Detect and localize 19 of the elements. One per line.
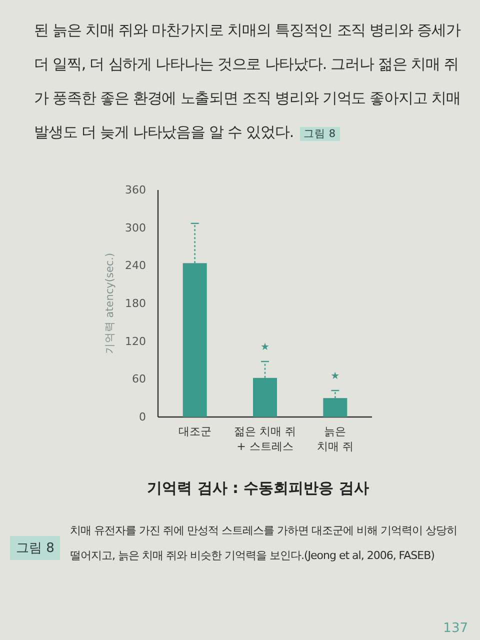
y-tick-label: 0 xyxy=(139,410,146,424)
caption: 치매 유전자를 가진 쥐에 만성적 스트레스를 가하면 대조군에 비해 기억력이 상당히 떨어지고, 늙은 치매 쥐와 비슷한 기억력을 보인다.(Jeong et al, 2006, FASEB) xyxy=(70,523,458,564)
y-tick-label: 240 xyxy=(125,259,146,272)
x-tick-label: 젊은 치매 쥐 + 스트레스 xyxy=(234,425,296,453)
caption-figure-tag: 그림 8 xyxy=(10,536,60,560)
significance-marker: ★ xyxy=(260,342,270,353)
y-tick-label: 120 xyxy=(125,334,146,348)
figure-tag: 그림 8 xyxy=(300,127,340,141)
y-tick-label: 60 xyxy=(132,372,146,386)
page-number: 137 xyxy=(443,621,468,636)
chart-title: 기억력 검사 : 수동회피반응 검사 xyxy=(147,479,369,497)
y-tick-label: 180 xyxy=(125,297,146,310)
body-text: 된 늙은 치매 쥐와 마찬가지로 치매의 특징적인 조직 병리와 증세가 더 일찍, 더 심하게 나타나는 것으로 나타났다. 그러나 젊은 치매 쥐가 풍족한 좋은 환경에 노출되면 조직 병리와 기억도 좋아지고 치매 발생도 더 늦게 나타났음을 알 수 있었다. 그림 8 xyxy=(34,20,462,143)
x-tick-label: 늙은 치매 쥐 xyxy=(316,425,354,453)
y-tick-label: 300 xyxy=(125,221,146,234)
x-tick-label: 대조군 xyxy=(178,425,212,438)
y-axis-title: 기억력 atency(sec.) xyxy=(104,252,116,354)
y-tick-label: 360 xyxy=(125,184,146,196)
significance-marker: ★ xyxy=(330,371,340,382)
